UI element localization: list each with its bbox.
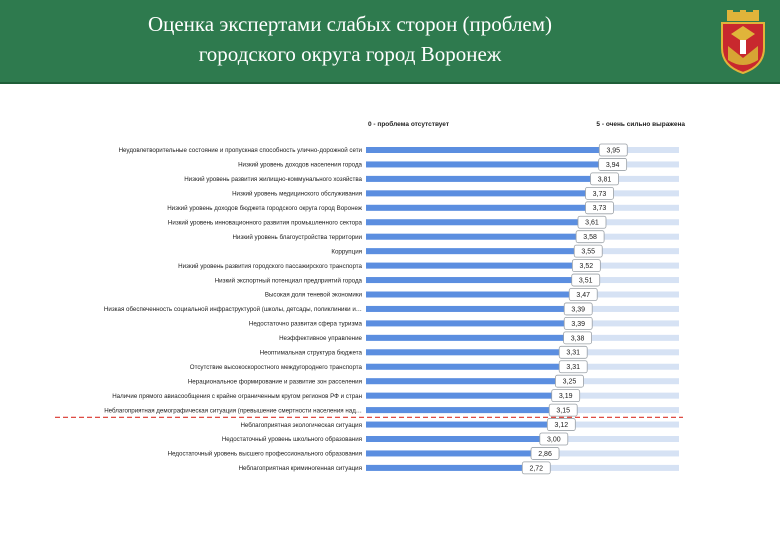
data-label-box (585, 186, 614, 200)
category-label: Наличие прямого авиасообщения с крайне о… (112, 393, 362, 400)
data-label: 3,39 (571, 306, 585, 313)
bar (366, 248, 589, 255)
data-label-box (571, 273, 601, 287)
category-label: Неудовлетворительные состояние и пропуск… (119, 147, 363, 154)
data-label-box (530, 447, 560, 460)
category-label: Низкая обеспеченность социальной инфраст… (104, 306, 362, 313)
data-label: 3,47 (576, 292, 590, 299)
category-label: Низкий уровень благоустройства территори… (232, 234, 362, 241)
bar (366, 349, 574, 356)
data-label: 3,12 (554, 422, 568, 429)
bar (366, 233, 591, 240)
bar (366, 464, 537, 471)
data-label-box (598, 158, 628, 171)
data-label-box (558, 360, 588, 374)
bar (366, 450, 546, 457)
data-label: 3,95 (606, 147, 620, 154)
category-label: Коррупция (331, 248, 362, 255)
data-label-box (558, 345, 588, 359)
category-label: Неблагоприятная демографическая ситуация… (104, 407, 362, 414)
data-label: 3,52 (580, 263, 594, 270)
data-label: 3,00 (547, 436, 561, 443)
bar (366, 161, 613, 168)
bar (366, 320, 579, 327)
weakness-ratings-chart: 0 - проблема отсутствует 5 - очень сильно… (55, 120, 685, 475)
data-label: 3,73 (593, 191, 607, 198)
data-label: 3,94 (606, 162, 620, 169)
scale-min-label: 0 - проблема отсутствует (368, 120, 449, 128)
category-label: Неблагоприятная экологическая ситуация (240, 422, 362, 429)
category-label: Низкий экспортный потенциал предприятий … (215, 277, 363, 284)
data-label: 3,31 (566, 364, 580, 371)
bar (366, 175, 605, 182)
data-label: 3,81 (598, 176, 612, 183)
data-label: 2,86 (538, 451, 552, 458)
data-label-box (563, 331, 592, 345)
category-label: Низкий уровень развития городского пасса… (178, 263, 362, 270)
category-label: Недостаточно развитая сфера туризма (249, 321, 363, 328)
category-label: Недостаточный уровень высшего профессион… (168, 451, 362, 458)
bar (366, 363, 574, 370)
data-label-box (546, 418, 576, 431)
bar (366, 407, 564, 414)
data-label: 3,73 (593, 205, 607, 212)
bar (366, 392, 566, 399)
data-label: 3,38 (571, 335, 585, 342)
bar (366, 190, 600, 197)
category-label: Неблагоприятная криминогенная ситуация (239, 465, 362, 472)
bar (366, 262, 587, 269)
category-label: Отсутствие высокоскоростного междугородн… (190, 364, 363, 371)
data-label-box (521, 461, 551, 475)
bar (366, 277, 586, 284)
bar (366, 291, 584, 298)
data-label-box (577, 215, 607, 229)
bar (366, 436, 554, 442)
data-label: 3,51 (579, 277, 593, 284)
data-label-box (573, 244, 603, 258)
data-label-box (551, 389, 581, 403)
page-title: Оценка экспертами слабых сторон (проблем… (147, 12, 553, 66)
category-label: Недостаточный уровень школьного образова… (222, 436, 362, 443)
data-label: 2,72 (529, 465, 543, 472)
bar (366, 219, 592, 226)
bar (366, 421, 562, 428)
data-label-box (568, 288, 598, 301)
data-label-box (598, 143, 628, 157)
data-label-box (555, 374, 584, 388)
data-label: 3,25 (563, 379, 577, 386)
data-label-box (575, 230, 605, 244)
bar (366, 204, 600, 211)
data-label-box (563, 302, 593, 316)
category-label: Неоптимальная структура бюджета (260, 350, 363, 357)
data-label-box (539, 432, 569, 446)
bar (366, 305, 579, 312)
category-label: Высокая доля теневой экономики (265, 292, 363, 299)
category-label: Низкий уровень доходов бюджета городског… (167, 205, 363, 212)
data-label-box (563, 316, 593, 330)
category-label: Неэффективное управление (279, 335, 362, 342)
coat-of-arms-icon (721, 10, 765, 74)
category-label: Низкий уровень доходов населения города (238, 162, 362, 169)
data-label: 3,31 (566, 350, 580, 357)
data-label: 3,61 (585, 220, 599, 227)
category-label: Низкий уровень инновационного развития п… (168, 219, 363, 226)
bar (366, 334, 578, 341)
category-label: Нерациональное формирование и развитие з… (188, 378, 362, 385)
category-label: Низкий уровень развития жилищно-коммунал… (184, 176, 362, 183)
data-label-box (585, 201, 614, 215)
data-label: 3,19 (559, 393, 573, 400)
bar (366, 147, 614, 153)
scale-max-label: 5 - очень сильно выражена (596, 121, 685, 128)
bar (366, 378, 570, 385)
data-label-box (548, 403, 578, 417)
data-label: 3,39 (571, 321, 585, 328)
data-label: 3,58 (583, 234, 597, 241)
data-label-box (571, 259, 601, 273)
header-banner: Оценка экспертами слабых сторон (проблем… (0, 0, 780, 84)
category-label: Низкий уровень медицинского обслуживания (232, 191, 362, 198)
data-label: 3,55 (581, 249, 595, 256)
data-label: 3,15 (556, 408, 570, 415)
data-label-box (590, 172, 619, 186)
